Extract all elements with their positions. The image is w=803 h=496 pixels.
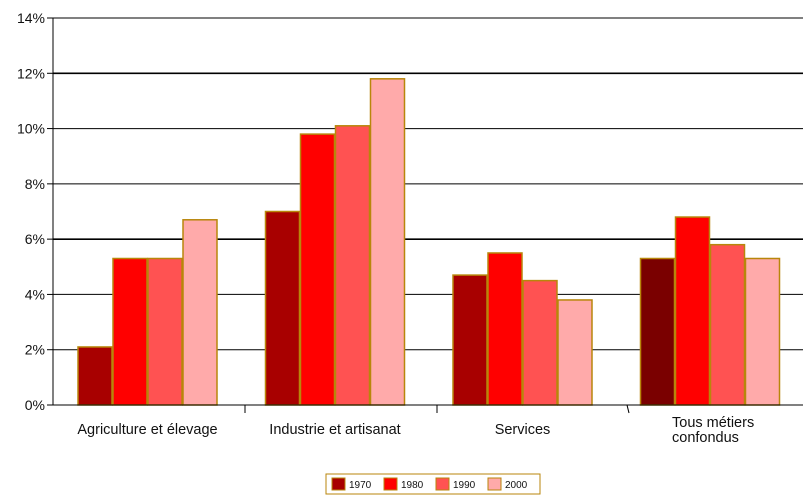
y-tick-label: 4% bbox=[25, 286, 45, 302]
bar-1970 bbox=[264, 210, 301, 406]
bars bbox=[77, 78, 781, 406]
legend-swatch-1980 bbox=[383, 477, 398, 491]
bar-2000 bbox=[369, 78, 406, 406]
x-category-label: Agriculture et élevage bbox=[77, 422, 217, 438]
bar-1970 bbox=[77, 346, 113, 406]
bar-1970 bbox=[452, 274, 488, 406]
y-tick-label: 6% bbox=[25, 231, 45, 247]
bar-1980 bbox=[487, 252, 523, 406]
bar-1980 bbox=[112, 257, 148, 406]
x-category-labels: Agriculture et élevage Industrie et artis… bbox=[77, 415, 754, 446]
y-tick-label: 14% bbox=[17, 10, 45, 26]
x-category-label: Industrie et artisanat bbox=[269, 422, 400, 438]
axes bbox=[47, 17, 803, 414]
legend-swatch-1970 bbox=[331, 477, 346, 491]
bar-2000 bbox=[557, 299, 593, 406]
x-category-label: Services bbox=[495, 422, 551, 438]
bar-2000 bbox=[182, 219, 218, 406]
legend-label: 2000 bbox=[505, 480, 528, 491]
y-tick-label: 12% bbox=[17, 65, 45, 81]
bar-1970 bbox=[639, 257, 676, 406]
bar-1990 bbox=[522, 279, 558, 406]
legend-swatch-2000 bbox=[487, 477, 502, 491]
bar-1990 bbox=[147, 257, 183, 406]
bar-1980 bbox=[299, 133, 336, 406]
legend-label: 1980 bbox=[401, 480, 424, 491]
x-category-label: confondus bbox=[672, 430, 739, 446]
y-tick-label: 2% bbox=[25, 342, 45, 358]
legend-swatch-1990 bbox=[435, 477, 450, 491]
bar-2000 bbox=[744, 257, 781, 406]
legend-box bbox=[325, 473, 541, 495]
x-category-label: Tous métiers bbox=[672, 415, 754, 431]
legend-label: 1970 bbox=[349, 480, 372, 491]
y-tick-label: 10% bbox=[17, 121, 45, 137]
y-tick-label: 0% bbox=[25, 397, 45, 413]
legend-label: 1990 bbox=[453, 480, 476, 491]
bar-1990 bbox=[709, 243, 746, 406]
bar-1980 bbox=[674, 216, 711, 406]
legend: 1970 1980 1990 2000 bbox=[325, 473, 541, 495]
bar-1990 bbox=[334, 125, 371, 406]
y-tick-labels: 0% 2% 4% 6% 8% 10% 12% 14% bbox=[17, 10, 45, 413]
y-tick-label: 8% bbox=[25, 176, 45, 192]
x-tick-mark bbox=[626, 404, 630, 414]
